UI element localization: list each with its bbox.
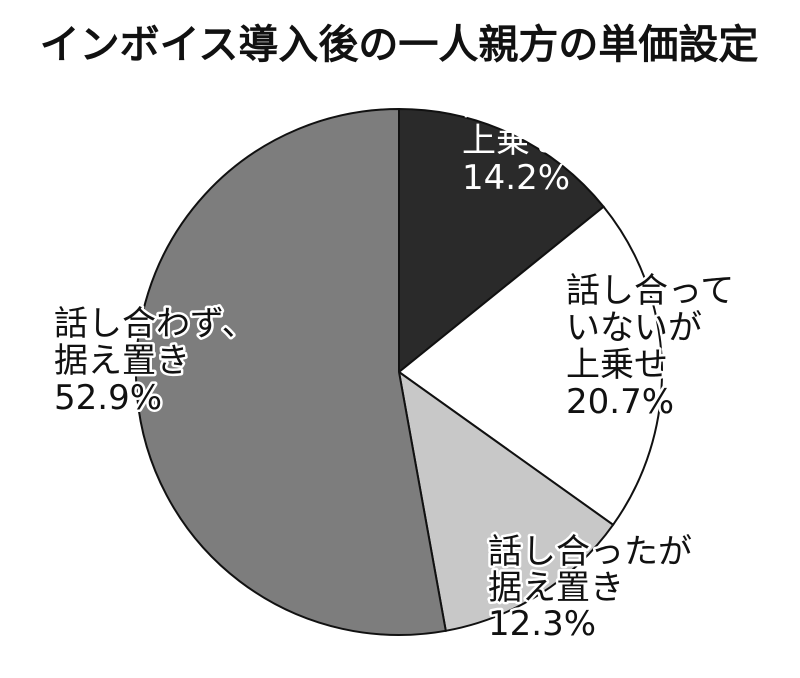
pie-labels: 話し合い、上乗せ 14.2%話し合っていないが上乗せ 20.7%話し合ったが据え置き… bbox=[52, 84, 737, 647]
slice-label: 話し合っていないが上乗せ 20.7% bbox=[566, 271, 734, 422]
slice-category-label: 話し合わず、 bbox=[54, 304, 256, 344]
slice-label: 話し合ったが据え置き 12.3% bbox=[488, 532, 692, 644]
slice-category-label: 上乗せ bbox=[462, 121, 564, 161]
slice-category-label: 話し合い、 bbox=[462, 84, 632, 124]
slice-category-label: 据え置き bbox=[488, 568, 624, 608]
slice-category-label: 上乗せ bbox=[566, 345, 668, 385]
slice-label: 話し合い、上乗せ 14.2% bbox=[462, 84, 632, 198]
slice-category-label: 話し合って bbox=[566, 271, 734, 311]
pie-slices bbox=[135, 107, 663, 636]
slice-agreed-increase bbox=[398, 107, 605, 375]
chart-title: インボイス導入後の一人親方の単価設定 bbox=[40, 22, 759, 68]
slice-no-talk-increase bbox=[397, 205, 663, 527]
slice-value-label: 12.3% bbox=[488, 604, 596, 644]
slice-category-label: いないが bbox=[566, 308, 702, 348]
slice-no-talk-unchanged bbox=[135, 107, 447, 636]
slice-category-label: 据え置き bbox=[54, 341, 190, 381]
slice-value-label: 20.7% bbox=[566, 382, 674, 422]
slice-label: 話し合わず、据え置き 52.9% bbox=[54, 304, 256, 418]
slice-value-label: 14.2% bbox=[462, 158, 570, 198]
slice-value-label: 52.9% bbox=[54, 378, 162, 418]
slice-category-label: 話し合ったが bbox=[488, 532, 692, 572]
slice-talked-unchanged bbox=[397, 369, 615, 632]
